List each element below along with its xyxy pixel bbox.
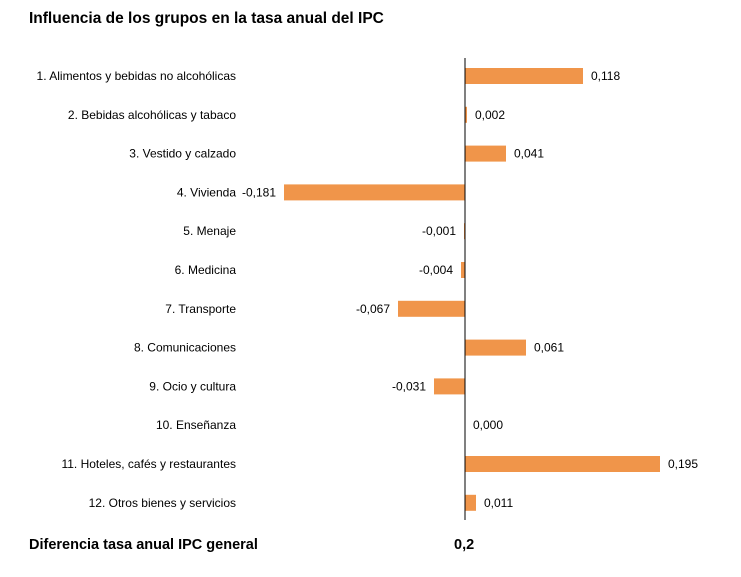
category-label-vivienda: 4. Vivienda (177, 185, 236, 199)
category-label-bebidas-alcoholicas-y-tabaco: 2. Bebidas alcohólicas y tabaco (68, 108, 236, 122)
value-label-medicina: -0,004 (419, 263, 453, 277)
chart-title: Influencia de los grupos en la tasa anua… (29, 10, 384, 27)
value-label-vivienda: -0,181 (242, 185, 276, 199)
bar-otros-bienes-y-servicios (465, 494, 476, 511)
value-label-ocio-y-cultura: -0,031 (392, 379, 426, 393)
value-label-ensenanza: 0,000 (473, 418, 503, 432)
category-label-menaje: 5. Menaje (183, 224, 236, 238)
value-label-hoteles-cafes-y-restaurantes: 0,195 (668, 457, 698, 471)
value-label-bebidas-alcoholicas-y-tabaco: 0,002 (475, 108, 505, 122)
bar-vestido-y-calzado (465, 145, 506, 162)
bars (284, 68, 660, 511)
value-label-menaje: -0,001 (422, 224, 456, 238)
ipc-difference-value: 0,2 (454, 537, 475, 553)
category-label-transporte: 7. Transporte (165, 302, 236, 316)
category-label-alimentos-y-bebidas-no-alcoholicas: 1. Alimentos y bebidas no alcohólicas (37, 69, 236, 83)
ipc-difference-label: Diferencia tasa anual IPC general (29, 537, 258, 553)
category-labels: 1. Alimentos y bebidas no alcohólicas 2. … (37, 69, 237, 510)
value-label-comunicaciones: 0,061 (534, 341, 564, 355)
value-label-transporte: -0,067 (356, 302, 390, 316)
bar-hoteles-cafes-y-restaurantes (465, 456, 660, 472)
category-label-ocio-y-cultura: 9. Ocio y cultura (149, 379, 236, 393)
bar-alimentos-y-bebidas-no-alcoholicas (465, 68, 583, 84)
bar-medicina (461, 262, 465, 278)
value-label-alimentos-y-bebidas-no-alcoholicas: 0,118 (591, 69, 620, 83)
value-labels: 0,118 0,002 0,041 -0,181 -0,001 -0,004 -0,067 0… (242, 69, 698, 510)
bar-comunicaciones (465, 339, 526, 356)
category-label-ensenanza: 10. Enseñanza (156, 418, 236, 432)
bar-transporte (398, 300, 465, 317)
category-label-comunicaciones: 8. Comunicaciones (134, 341, 236, 355)
category-label-hoteles-cafes-y-restaurantes: 11. Hoteles, cafés y restaurantes (61, 457, 236, 471)
value-label-otros-bienes-y-servicios: 0,011 (484, 496, 513, 510)
category-label-otros-bienes-y-servicios: 12. Otros bienes y servicios (89, 496, 236, 510)
bar-ocio-y-cultura (434, 378, 465, 395)
bar-vivienda (284, 184, 465, 201)
category-label-medicina: 6. Medicina (175, 263, 237, 277)
value-label-vestido-y-calzado: 0,041 (514, 147, 544, 161)
category-label-vestido-y-calzado: 3. Vestido y calzado (129, 147, 236, 161)
bar-bebidas-alcoholicas-y-tabaco (465, 106, 467, 123)
